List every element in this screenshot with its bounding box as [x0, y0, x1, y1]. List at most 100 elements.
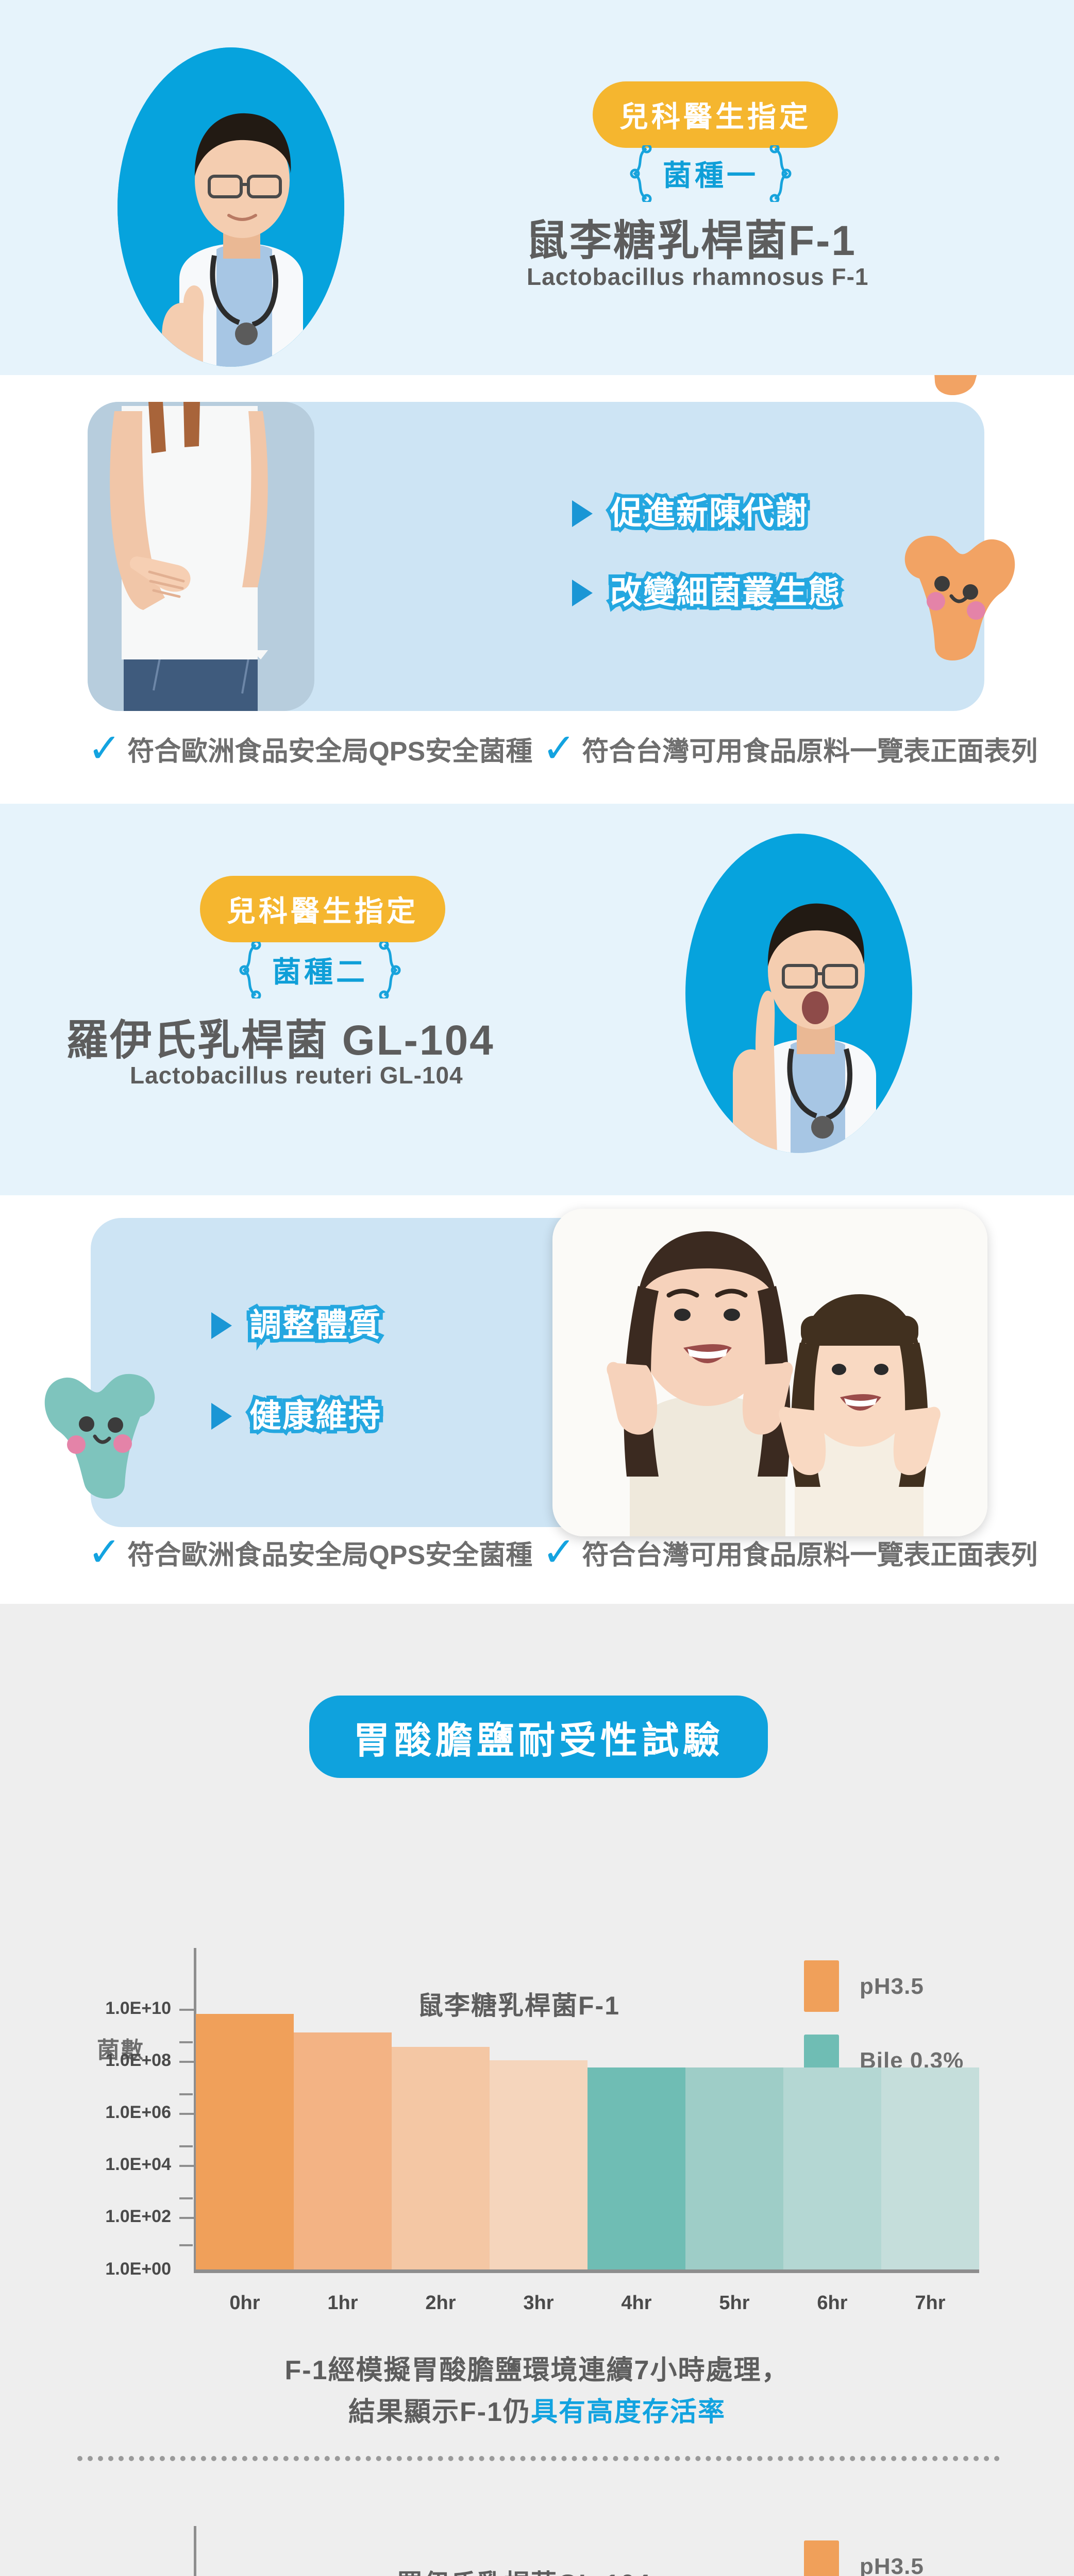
chart-one-xtick-5: 5hr — [719, 2292, 750, 2314]
child-holding-stomach-photo — [88, 402, 314, 711]
chart-one-ytick-label-0: 1.0E+10 — [105, 1998, 171, 2018]
strain-two-name: 羅伊氏乳桿菌 GL-104 — [66, 1017, 495, 1064]
chart-one-ytick-mark — [179, 2217, 196, 2219]
bracket-label-one: 菌種一 — [624, 145, 798, 202]
chart-one-bar-5 — [685, 2067, 783, 2269]
benefit-two-section: 調整體質 健康維持 ✓ 符合歐洲食品安全局QPS安全菌種 ✓ 符合台灣可用食品原… — [0, 1195, 1074, 1604]
chart-one-bar-2 — [392, 2047, 490, 2269]
chart-one-x-axis — [194, 2269, 979, 2273]
chain-bracket-right-icon — [769, 145, 792, 202]
pediatrician-badge-two: 兒科醫生指定 — [200, 876, 445, 942]
checkmark-icon: ✓ — [542, 725, 576, 772]
chart-one-title: 鼠李糖乳桿菌F-1 — [417, 1991, 620, 2020]
chart-one-ytick-label-3: 1.0E+04 — [105, 2155, 171, 2174]
chart-one-legend-label-0: pH3.5 — [860, 1974, 924, 1999]
benefit-one-section: 促進新陳代謝 改變細菌叢生態 ✓ 符合歐洲食品安全局QPS安全菌種 ✓ 符合台灣… — [0, 375, 1074, 804]
chart-one-y-axis — [194, 1948, 196, 2273]
doctor-pointing-up-photo — [685, 834, 912, 1153]
chart-one-ytick-label-1: 1.0E+08 — [105, 2050, 171, 2070]
strain-one-section: 兒科醫生指定 菌種一 鼠李糖乳桿菌F-1 Lactobac — [0, 0, 1074, 375]
checkmark-icon: ✓ — [542, 1529, 576, 1575]
chart-one-caption-line-2: 結果顯示F-1仍具有高度存活率 — [0, 2392, 1074, 2433]
chart-one-xtick-2: 2hr — [425, 2292, 456, 2314]
teal-bacteria-mascot-icon — [44, 1374, 155, 1499]
chain-bracket-left-icon — [239, 941, 261, 998]
triangle-bullet-icon — [211, 1403, 232, 1430]
chart-one-xtick-1: 1hr — [327, 2292, 358, 2314]
chart-two-legend-label-0: pH3.5 — [860, 2554, 924, 2576]
chart-one-bar-0 — [196, 2014, 294, 2269]
chart-two-y-axis — [194, 2526, 196, 2576]
chart-one-ylabel: 菌數 — [97, 2038, 144, 2063]
triangle-bullet-icon — [211, 1312, 232, 1339]
chart-one-bar-7 — [881, 2067, 979, 2269]
chart-one-ytick-mark — [179, 2165, 196, 2167]
orange-bacteria-mascot-icon — [904, 535, 1015, 661]
chart-one-ytick-minor — [179, 2197, 193, 2199]
chart-one-legend-swatch-0 — [804, 1960, 839, 2012]
benefit-one-bullet-0-text: 促進新陳代謝 — [607, 494, 811, 533]
chart-one-ytick-minor — [179, 2093, 193, 2095]
benefit-one-check-1-text: 符合台灣可用食品原料一覽表正面表列 — [582, 736, 1038, 767]
chart-one-caption-line-1: F-1經模擬胃酸膽鹽環境連續7小時處理， — [284, 2355, 790, 2385]
chart-one-caption: F-1經模擬胃酸膽鹽環境連續7小時處理， 結果顯示F-1仍具有高度存活率 — [0, 2350, 1074, 2433]
benefit-two-check-0: ✓ 符合歐洲食品安全局QPS安全菌種 — [88, 1532, 532, 1572]
chart-one-bar-1 — [294, 2032, 392, 2269]
chart-one-xtick-6: 6hr — [817, 2292, 848, 2314]
chart-one-ytick-minor — [179, 2244, 193, 2246]
benefit-one-check-0-text: 符合歐洲食品安全局QPS安全菌種 — [127, 736, 533, 767]
benefit-one-bullet-1: 改變細菌叢生態 — [572, 573, 844, 613]
chart-one-ytick-label-2: 1.0E+06 — [105, 2103, 171, 2122]
checkmark-icon: ✓ — [88, 1529, 122, 1575]
chart-one-ytick-minor — [179, 2145, 193, 2147]
strain-two-latin: Lactobacillus reuteri GL-104 — [130, 1062, 463, 1089]
triangle-bullet-icon — [572, 500, 593, 527]
chart-one-bar-6 — [783, 2067, 881, 2269]
bracket-label-two-text: 菌種二 — [272, 956, 368, 988]
chain-bracket-right-icon — [379, 941, 401, 998]
chart-one-bar-4 — [588, 2067, 685, 2269]
strain-one-latin: Lactobacillus rhamnosus F-1 — [527, 263, 869, 290]
strain-two-section: 兒科醫生指定 菌種二 羅伊氏乳桿菌 GL-104 Lactobaci — [0, 804, 1074, 1195]
orange-bacteria-mascot-shape — [934, 375, 977, 395]
charts-section-title: 胃酸膽鹽耐受性試驗 — [309, 1696, 768, 1778]
benefit-one-bullet-1-text: 改變細菌叢生態 — [607, 573, 844, 613]
chart-one-xtick-7: 7hr — [915, 2292, 946, 2314]
chart-one-caption-plain: 結果顯示F-1仍 — [348, 2397, 531, 2427]
benefit-one-bullet-0: 促進新陳代謝 — [572, 494, 811, 533]
benefit-two-bullet-0-text: 調整體質 — [246, 1306, 384, 1345]
chart-one-ytick-minor — [179, 2041, 193, 2043]
benefit-two-check-1: ✓ 符合台灣可用食品原料一覽表正面表列 — [542, 1532, 1037, 1572]
doctor-thumbs-up-photo — [118, 47, 344, 367]
charts-divider — [77, 2456, 1000, 2461]
triangle-bullet-icon — [572, 580, 593, 606]
benefit-two-bullet-0: 調整體質 — [211, 1306, 384, 1345]
bracket-label-one-text: 菌種一 — [663, 159, 759, 192]
bracket-label-two: 菌種二 — [233, 941, 407, 998]
chart-one-ytick-mark — [179, 2113, 196, 2115]
chain-bracket-left-icon — [630, 145, 652, 202]
chart-one-xtick-4: 4hr — [621, 2292, 652, 2314]
benefit-two-bullet-1-text: 健康維持 — [246, 1397, 384, 1436]
checkmark-icon: ✓ — [88, 725, 122, 772]
benefit-two-check-1-text: 符合台灣可用食品原料一覽表正面表列 — [582, 1540, 1038, 1570]
benefit-one-check-1: ✓ 符合台灣可用食品原料一覽表正面表列 — [542, 728, 1037, 769]
two-smiling-girls-photo — [552, 1209, 987, 1536]
benefit-two-bullet-1: 健康維持 — [211, 1397, 384, 1436]
pediatrician-badge-one: 兒科醫生指定 — [593, 81, 838, 148]
chart-one-xtick-0: 0hr — [229, 2292, 260, 2314]
chart-one-caption-highlight: 具有高度存活率 — [531, 2397, 726, 2427]
chart-one-ytick-label-4: 1.0E+02 — [105, 2207, 171, 2226]
chart-one-bar-3 — [490, 2060, 588, 2269]
chart-two-legend-swatch-0 — [804, 2540, 839, 2576]
strain-one-name: 鼠李糖乳桿菌F-1 — [526, 217, 857, 264]
chart-one-ytick-mark — [179, 2009, 196, 2011]
chart-one-xtick-3: 3hr — [523, 2292, 554, 2314]
chart-one-ytick-mark — [179, 2061, 196, 2063]
charts-section: 胃酸膽鹽耐受性試驗 鼠李糖乳桿菌F-1 菌數 pH3.5 Bile 0.3% 1… — [0, 1604, 1074, 2576]
benefit-two-check-0-text: 符合歐洲食品安全局QPS安全菌種 — [127, 1540, 533, 1570]
benefit-one-check-0: ✓ 符合歐洲食品安全局QPS安全菌種 — [88, 728, 532, 769]
chart-one-ytick-label-5: 1.0E+00 — [105, 2259, 171, 2279]
